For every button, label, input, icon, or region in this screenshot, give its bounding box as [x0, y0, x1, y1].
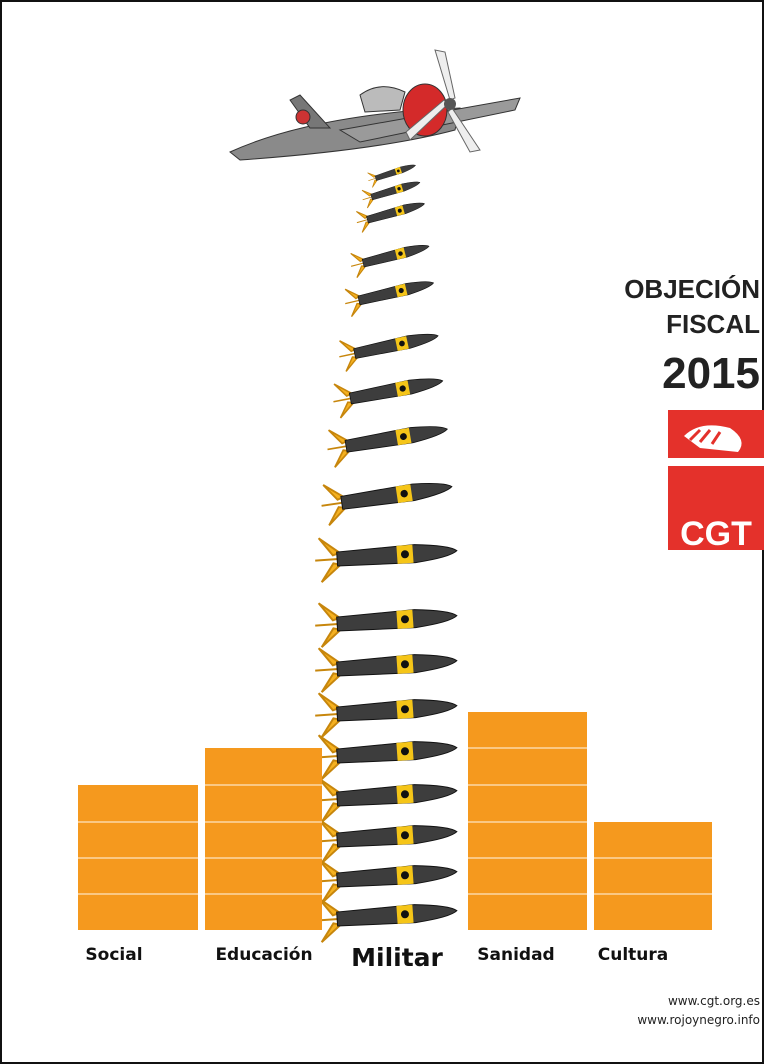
category-label: Militar	[351, 943, 443, 972]
bar-shape	[205, 748, 322, 930]
category-label: Sanidad	[477, 945, 554, 965]
logo-text: CGT	[680, 515, 752, 553]
logo: CGT	[668, 410, 764, 553]
link: www.cgt.org.es	[668, 994, 760, 1008]
link: www.rojoynegro.info	[637, 1013, 760, 1027]
title-line: FISCAL	[666, 309, 760, 339]
title-line: OBJECIÓN	[624, 274, 760, 304]
poster: Social Educación Militar Sanidad Cultura…	[0, 0, 764, 1064]
category-label: Cultura	[598, 945, 669, 965]
bar-shape	[468, 712, 587, 930]
category-label: Social	[85, 945, 142, 965]
bar-shape	[594, 822, 712, 930]
title-line: 2015	[662, 349, 760, 398]
category-label: Educación	[215, 945, 312, 965]
